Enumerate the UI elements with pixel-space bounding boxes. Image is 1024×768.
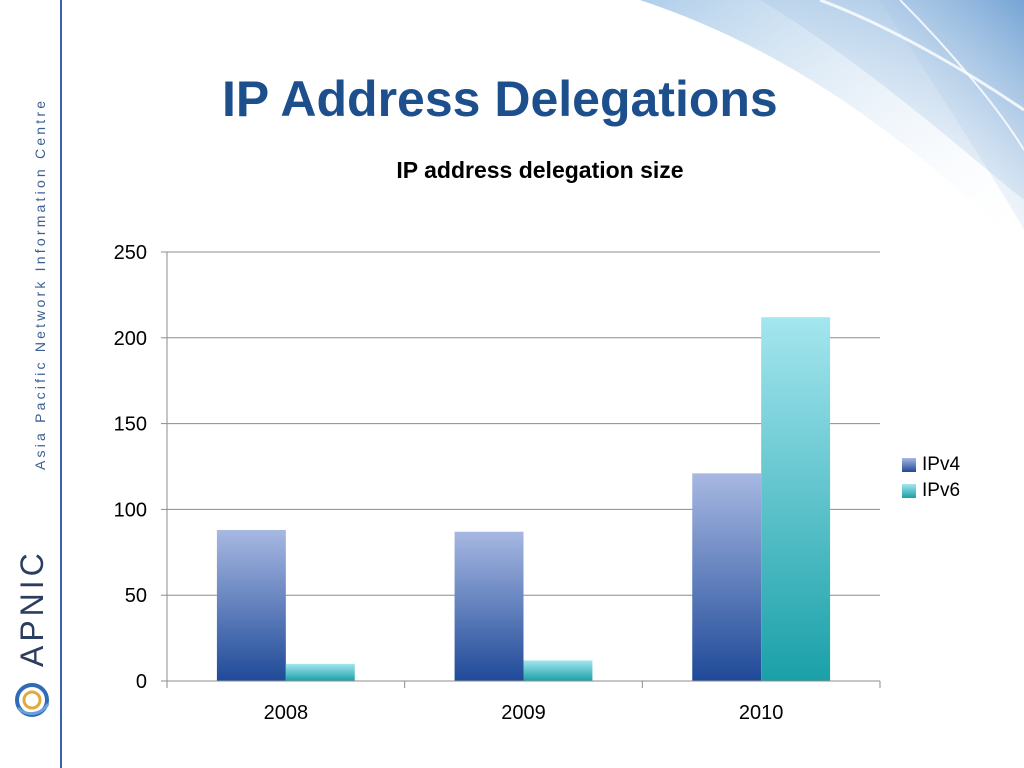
bar-ipv6-2009 xyxy=(523,660,593,681)
y-tick-label: 100 xyxy=(114,499,147,521)
left-divider-line xyxy=(60,0,62,768)
x-tick-label: 2008 xyxy=(264,702,309,724)
bar-ipv4-2008 xyxy=(216,529,286,681)
left-brand-strip: Asia Pacific Network Information Centre … xyxy=(0,0,62,768)
legend-swatch xyxy=(902,458,916,472)
y-tick-label: 0 xyxy=(136,671,147,693)
chart-title: IP address delegation size xyxy=(396,157,684,183)
legend-label: IPv6 xyxy=(922,480,961,501)
bar-ipv4-2010 xyxy=(692,473,762,681)
legend-item-ipv6: IPv6 xyxy=(902,478,1002,504)
bar-ipv4-2009 xyxy=(454,531,524,681)
legend-label: IPv4 xyxy=(922,454,961,475)
apnic-logo-icon xyxy=(15,683,50,717)
legend-swatch xyxy=(902,484,916,498)
y-tick-label: 150 xyxy=(114,414,147,436)
chart-legend: IPv4 IPv6 xyxy=(902,452,1002,504)
y-tick-label: 250 xyxy=(114,242,147,264)
bar-ipv6-2010 xyxy=(761,317,831,681)
legend-item-ipv4: IPv4 xyxy=(902,452,1002,478)
bar-ipv6-2008 xyxy=(285,663,355,681)
x-tick-label: 2009 xyxy=(501,702,546,724)
slide-title: IP Address Delegations xyxy=(222,71,778,127)
x-tick-label: 2010 xyxy=(739,702,784,724)
y-tick-label: 200 xyxy=(114,328,147,350)
y-tick-label: 50 xyxy=(125,585,147,607)
